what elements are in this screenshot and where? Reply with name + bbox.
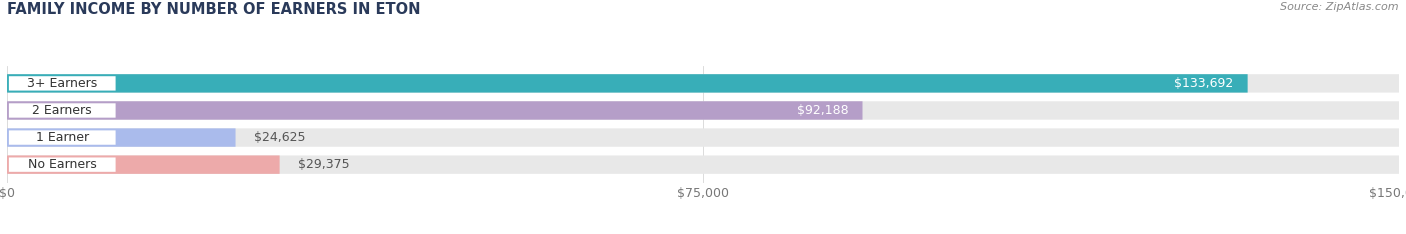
Text: $133,692: $133,692 — [1174, 77, 1233, 90]
Text: 2 Earners: 2 Earners — [32, 104, 91, 117]
Text: $92,188: $92,188 — [797, 104, 849, 117]
Text: No Earners: No Earners — [28, 158, 97, 171]
Text: FAMILY INCOME BY NUMBER OF EARNERS IN ETON: FAMILY INCOME BY NUMBER OF EARNERS IN ET… — [7, 2, 420, 17]
FancyBboxPatch shape — [7, 128, 1399, 147]
FancyBboxPatch shape — [7, 101, 862, 120]
Text: 3+ Earners: 3+ Earners — [27, 77, 97, 90]
FancyBboxPatch shape — [7, 128, 236, 147]
Text: 1 Earner: 1 Earner — [35, 131, 89, 144]
FancyBboxPatch shape — [7, 74, 1399, 93]
FancyBboxPatch shape — [8, 130, 115, 145]
Text: Source: ZipAtlas.com: Source: ZipAtlas.com — [1281, 2, 1399, 12]
FancyBboxPatch shape — [7, 155, 280, 174]
Text: $24,625: $24,625 — [254, 131, 305, 144]
FancyBboxPatch shape — [8, 157, 115, 172]
FancyBboxPatch shape — [7, 74, 1247, 93]
FancyBboxPatch shape — [8, 76, 115, 91]
Text: $29,375: $29,375 — [298, 158, 350, 171]
FancyBboxPatch shape — [7, 155, 1399, 174]
FancyBboxPatch shape — [8, 103, 115, 118]
FancyBboxPatch shape — [7, 101, 1399, 120]
